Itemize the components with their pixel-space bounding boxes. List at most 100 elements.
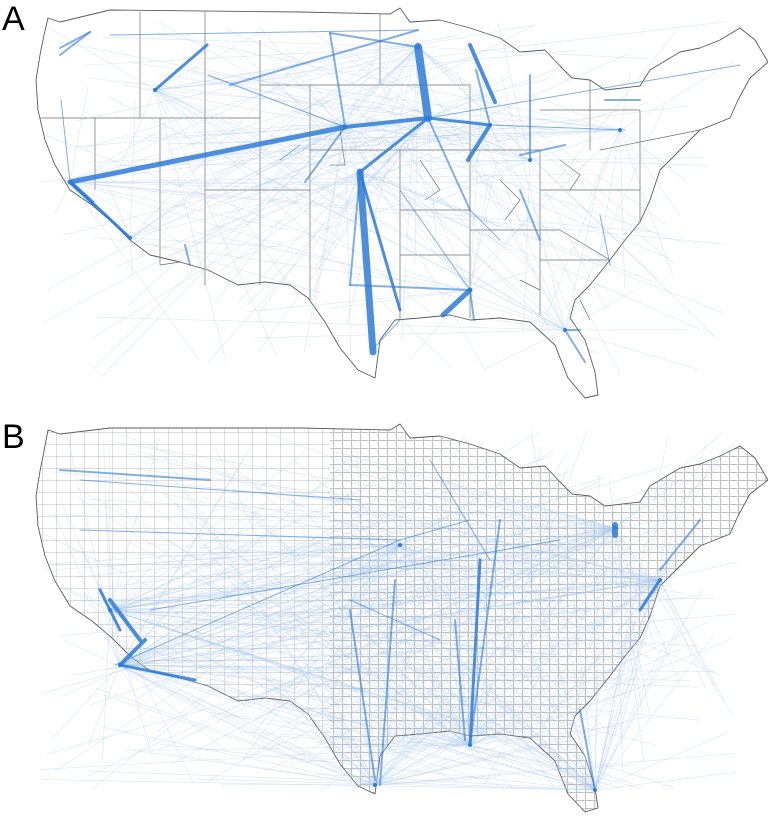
faint-flow-line <box>138 544 401 698</box>
panel-a-flows <box>39 20 741 377</box>
faint-flow-line <box>241 527 616 706</box>
faint-flow-line <box>376 527 616 776</box>
faint-flow-line <box>102 46 419 377</box>
faint-flow-line <box>469 656 638 746</box>
faint-flow-line <box>154 676 376 786</box>
faint-flow-line <box>69 181 221 200</box>
faint-flow-line <box>283 579 661 599</box>
faint-flow-line <box>109 454 555 611</box>
faint-flow-line <box>246 117 429 305</box>
faint-flow-line <box>659 534 704 581</box>
faint-flow-line <box>614 527 681 686</box>
faint-flow-line <box>51 527 616 564</box>
hub-node <box>416 45 420 49</box>
faint-flow-line <box>523 159 531 333</box>
faint-flow-line <box>109 609 352 763</box>
faint-flow-line <box>190 523 596 791</box>
flow-line <box>67 124 348 185</box>
faint-flow-line <box>323 554 471 746</box>
faint-flow-line <box>186 544 401 557</box>
faint-flow-line <box>331 612 596 791</box>
faint-flow-line <box>401 46 419 341</box>
faint-flow-line <box>374 764 631 786</box>
faint-flow-line <box>262 527 616 740</box>
flow-line <box>229 29 419 86</box>
faint-flow-line <box>594 475 600 791</box>
faint-flow-line <box>469 744 642 789</box>
faint-flow-line <box>260 27 471 291</box>
faint-flow-line <box>69 61 334 183</box>
faint-flow-line <box>359 696 376 786</box>
faint-flow-line <box>594 639 627 791</box>
faint-flow-line <box>118 527 616 672</box>
faint-flow-line <box>393 493 661 581</box>
faint-flow-line <box>469 174 490 291</box>
faint-flow-line <box>614 526 638 529</box>
faint-flow-line <box>331 744 471 748</box>
faint-flow-line <box>399 544 556 789</box>
faint-flow-line <box>469 674 518 746</box>
faint-flow-line <box>614 527 624 771</box>
faint-flow-line <box>119 431 541 666</box>
faint-flow-line <box>62 586 471 746</box>
faint-flow-line <box>168 171 361 258</box>
faint-flow-line <box>540 684 596 791</box>
flow-line <box>475 69 491 126</box>
flow-line <box>466 123 492 162</box>
faint-flow-line <box>344 126 352 365</box>
faint-flow-line <box>594 567 658 791</box>
faint-flow-line <box>257 126 346 176</box>
faint-flow-line <box>356 452 376 786</box>
faint-flow-line <box>67 579 661 676</box>
faint-flow-line <box>374 574 432 786</box>
faint-flow-line <box>119 664 239 718</box>
faint-flow-line <box>109 609 402 703</box>
faint-flow-line <box>215 46 419 302</box>
faint-flow-line <box>127 487 471 746</box>
faint-flow-line <box>374 730 613 786</box>
panel-b: B <box>0 410 768 821</box>
faint-flow-line <box>345 458 616 529</box>
flow-line <box>454 619 466 741</box>
faint-flow-line <box>124 748 376 786</box>
faint-flow-line <box>374 777 497 786</box>
faint-flow-line <box>307 527 616 722</box>
hub-node <box>563 328 567 332</box>
faint-flow-line <box>109 515 406 611</box>
faint-flow-line <box>109 609 609 661</box>
faint-flow-line <box>374 740 563 786</box>
faint-flow-line <box>538 129 621 335</box>
faint-flow-line <box>469 706 590 746</box>
faint-flow-line <box>306 544 401 704</box>
faint-flow-line <box>469 744 513 789</box>
faint-flow-line <box>335 544 401 570</box>
faint-flow-line <box>399 448 556 546</box>
faint-flow-line <box>252 329 566 339</box>
faint-flow-line <box>278 705 596 791</box>
faint-flow-line <box>619 129 675 280</box>
faint-flow-line <box>109 540 446 611</box>
faint-flow-line <box>469 160 497 291</box>
panel-b-flows <box>40 429 739 791</box>
faint-flow-line <box>376 519 401 546</box>
faint-flow-line <box>597 579 661 783</box>
faint-flow-line <box>469 744 563 779</box>
faint-flow-line <box>119 471 419 666</box>
flow-line <box>349 599 441 641</box>
faint-flow-line <box>84 46 419 149</box>
faint-flow-line <box>119 547 430 666</box>
flow-line <box>304 126 346 183</box>
faint-flow-line <box>225 459 596 791</box>
faint-flow-line <box>344 126 354 158</box>
faint-flow-line <box>374 658 596 791</box>
flow-line <box>349 284 471 291</box>
faint-flow-line <box>129 51 310 239</box>
faint-flow-line <box>359 171 501 228</box>
faint-flow-line <box>596 129 621 270</box>
faint-flow-line <box>374 601 554 786</box>
faint-flow-line <box>500 75 566 331</box>
faint-flow-line <box>238 171 361 302</box>
faint-flow-line <box>69 125 169 183</box>
faint-flow-line <box>86 498 616 529</box>
faint-flow-line <box>293 617 471 746</box>
